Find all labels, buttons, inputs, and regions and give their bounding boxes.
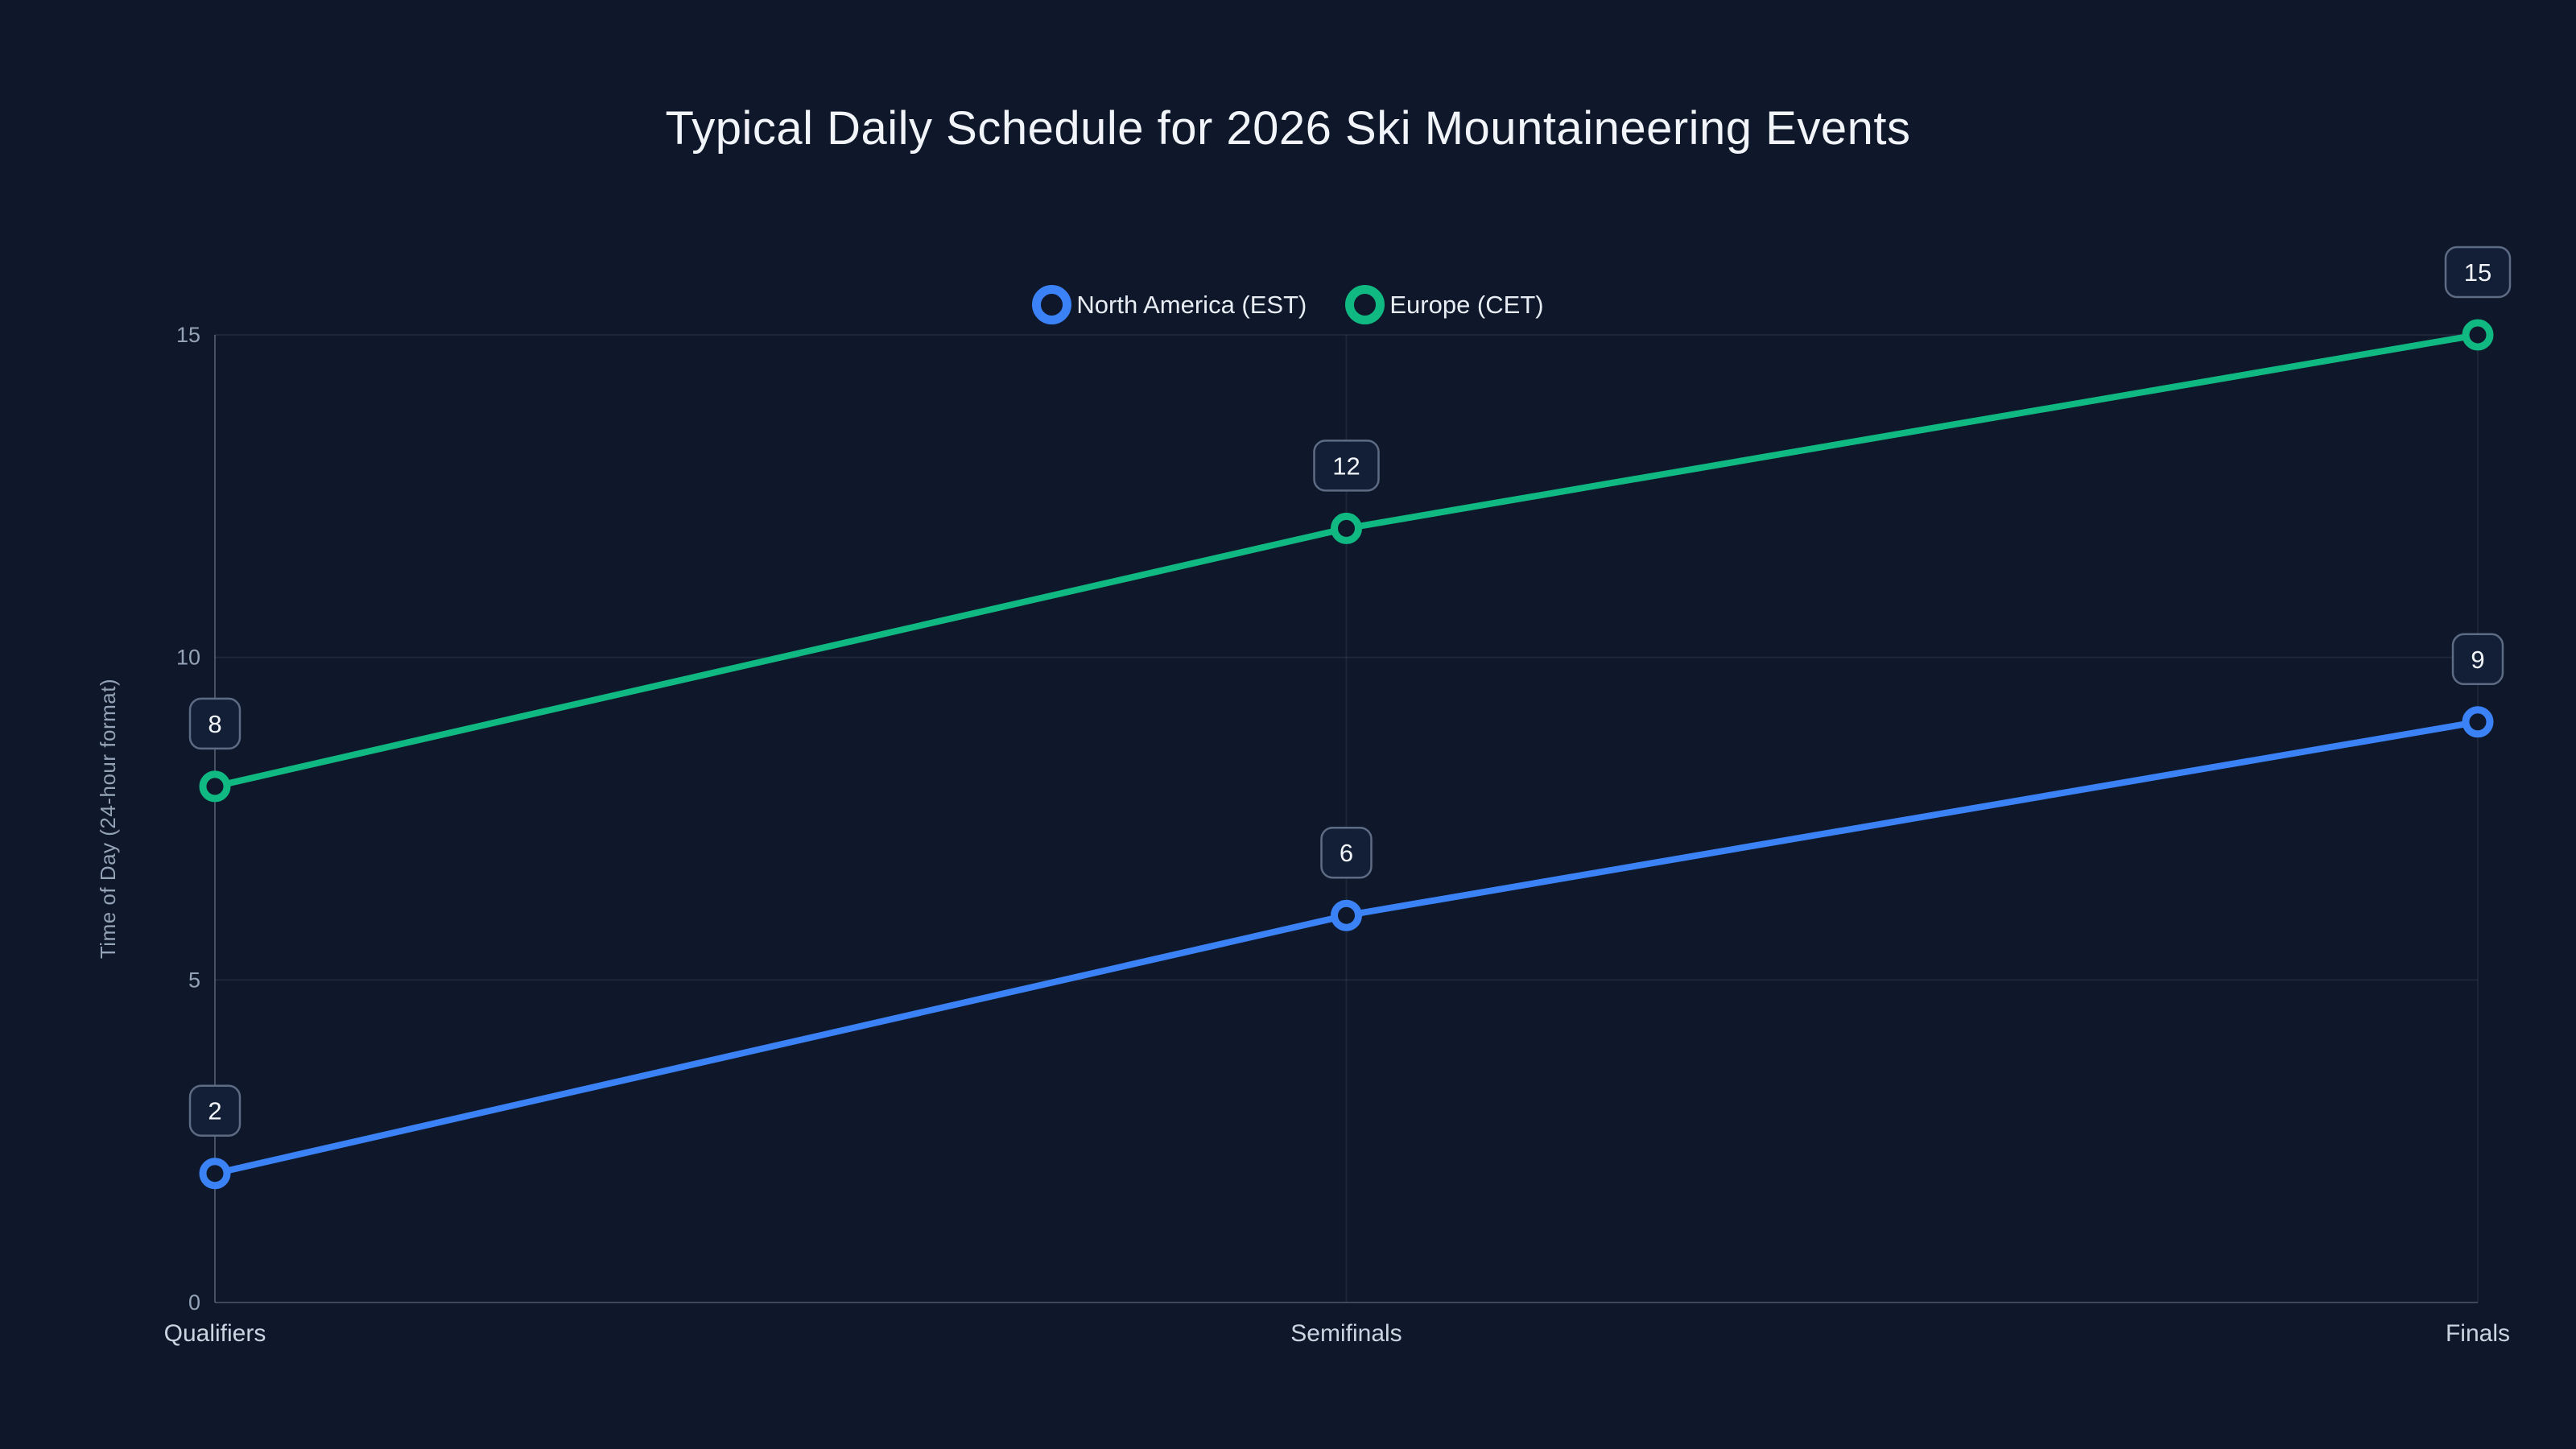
svg-text:9: 9: [2471, 646, 2484, 674]
data-point[interactable]: [1331, 899, 1362, 931]
legend-marker-blue-icon: [1032, 285, 1072, 324]
svg-text:8: 8: [208, 710, 221, 738]
legend-marker-green-icon: [1345, 285, 1385, 324]
x-category-label: Qualifiers: [164, 1320, 266, 1347]
point-value-label: 6: [1320, 826, 1373, 879]
svg-text:12: 12: [1332, 452, 1360, 480]
grid-layer: 0 5 10 15 Qualifiers Semifinals Finals: [164, 323, 2510, 1347]
point-value-label: 8: [188, 697, 242, 750]
point-labels-layer: 2 6 9 8 12 15: [188, 246, 2512, 1137]
data-point[interactable]: [2462, 706, 2494, 738]
legend-item-europe[interactable]: Europe (CET): [1345, 285, 1544, 324]
point-value-label: 15: [2444, 246, 2512, 299]
data-point[interactable]: [2462, 319, 2494, 351]
y-tick-label: 5: [188, 968, 200, 992]
svg-text:6: 6: [1340, 839, 1353, 867]
y-tick-label: 0: [188, 1290, 200, 1315]
svg-text:15: 15: [2464, 258, 2491, 287]
y-axis-title: Time of Day (24-hour format): [96, 679, 120, 959]
series-layer: [199, 319, 2494, 1190]
data-point[interactable]: [1331, 512, 1362, 544]
data-point[interactable]: [199, 1158, 231, 1190]
data-point[interactable]: [199, 770, 231, 803]
x-category-label: Finals: [2446, 1320, 2510, 1347]
point-value-label: 9: [2451, 633, 2504, 686]
legend-label: Europe (CET): [1389, 290, 1544, 319]
point-value-label: 12: [1313, 440, 1380, 492]
y-tick-label: 10: [176, 646, 200, 670]
legend: North America (EST) Europe (CET): [0, 285, 2576, 324]
legend-label: North America (EST): [1076, 290, 1307, 319]
point-value-label: 2: [188, 1084, 242, 1137]
legend-item-north-america[interactable]: North America (EST): [1032, 285, 1307, 324]
chart-title: Typical Daily Schedule for 2026 Ski Moun…: [665, 102, 1911, 155]
svg-text:2: 2: [208, 1097, 221, 1125]
y-tick-label: 15: [176, 323, 200, 347]
x-category-label: Semifinals: [1290, 1320, 1402, 1347]
